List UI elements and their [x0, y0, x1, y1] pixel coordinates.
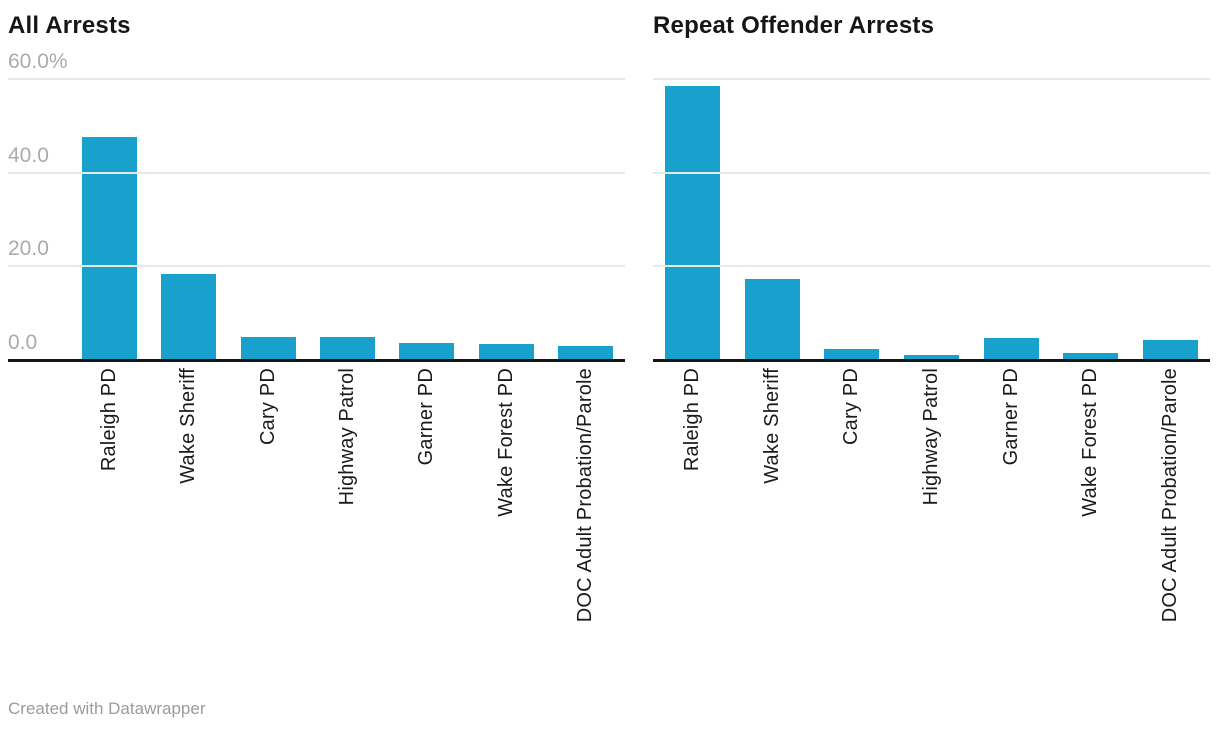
gridline-60 — [653, 78, 1210, 80]
bars-group — [70, 78, 625, 359]
label-column-wake-sheriff: Wake Sheriff — [149, 368, 228, 484]
datawrapper-attribution-link[interactable]: Created with Datawrapper — [8, 699, 206, 718]
label-column-wake-forest-pd: Wake Forest PD — [466, 368, 545, 517]
x-axis-label-wake-forest-pd: Wake Forest PD — [494, 368, 517, 517]
x-axis-label-garner-pd: Garner PD — [415, 368, 438, 466]
bar-garner-pd — [399, 342, 455, 359]
gridline-20 — [8, 265, 625, 268]
y-tick-label-20: 20.0 — [8, 237, 49, 261]
x-axis-label-cary-pd: Cary PD — [840, 368, 863, 445]
label-column-doc-adult-probation-parole: DOC Adult Probation/Parole — [1130, 368, 1210, 622]
chart-title-repeat-offender-arrests: Repeat Offender Arrests — [653, 12, 935, 39]
x-axis-label-wake-sheriff: Wake Sheriff — [177, 368, 200, 484]
bar-column-cary-pd — [812, 348, 892, 359]
gridline-40 — [653, 171, 1210, 174]
x-axis-label-doc-adult-probation-parole: DOC Adult Probation/Parole — [1158, 368, 1181, 623]
bar-column-raleigh-pd — [70, 136, 149, 359]
y-tick-label-0: 0.0 — [8, 331, 38, 354]
label-column-cary-pd: Cary PD — [812, 368, 892, 445]
chart-title-all-arrests: All Arrests — [8, 12, 131, 39]
bar-doc-adult-probation-parole — [1142, 340, 1198, 359]
bar-doc-adult-probation-parole — [557, 346, 613, 359]
bar-raleigh-pd — [82, 136, 138, 359]
x-axis-label-garner-pd: Garner PD — [999, 368, 1022, 466]
plot-area-all-arrests: 60.0% 40.0 20.0 0.0 — [8, 50, 625, 362]
bar-column-highway-patrol — [308, 336, 387, 359]
bar-column-wake-forest-pd — [1051, 353, 1131, 359]
chart-repeat-offender-arrests: Repeat Offender Arrests Raleigh PD Wake S… — [653, 10, 1210, 690]
gridline-20 — [653, 265, 1210, 268]
bar-cary-pd — [824, 348, 880, 359]
bar-wake-sheriff — [161, 274, 217, 359]
label-column-doc-adult-probation-parole: DOC Adult Probation/Parole — [546, 368, 625, 622]
label-column-raleigh-pd: Raleigh PD — [653, 368, 733, 471]
x-axis-label-cary-pd: Cary PD — [256, 368, 279, 445]
bar-column-raleigh-pd — [653, 85, 733, 359]
charts-row: All Arrests 60.0% 40.0 20.0 0.0 Raleigh PD W… — [8, 10, 1210, 690]
bar-highway-patrol — [319, 336, 375, 359]
label-column-garner-pd: Garner PD — [971, 368, 1051, 465]
x-axis-label-raleigh-pd: Raleigh PD — [681, 368, 704, 472]
gridline-60 — [8, 78, 625, 80]
bar-wake-sheriff — [744, 278, 800, 359]
x-axis-label-highway-patrol: Highway Patrol — [920, 368, 943, 506]
label-column-highway-patrol: Highway Patrol — [892, 368, 972, 505]
x-axis-labels: Raleigh PD Wake Sheriff Cary PD Highway Pat… — [653, 362, 1210, 690]
bar-raleigh-pd — [665, 85, 721, 359]
bar-column-wake-forest-pd — [466, 343, 545, 359]
bar-column-cary-pd — [229, 336, 308, 359]
label-column-garner-pd: Garner PD — [387, 368, 466, 465]
bar-wake-forest-pd — [1063, 353, 1119, 359]
bar-column-doc-adult-probation-parole — [1130, 340, 1210, 359]
label-column-cary-pd: Cary PD — [229, 368, 308, 445]
x-axis-label-doc-adult-probation-parole: DOC Adult Probation/Parole — [573, 368, 596, 623]
plot-area-repeat-offender-arrests — [653, 78, 1210, 362]
bar-garner-pd — [983, 337, 1039, 359]
bar-column-wake-sheriff — [733, 278, 813, 359]
bar-wake-forest-pd — [478, 343, 534, 359]
bar-column-highway-patrol — [892, 355, 972, 359]
label-column-wake-sheriff: Wake Sheriff — [733, 368, 813, 484]
bar-highway-patrol — [904, 355, 960, 359]
gridline-40 — [8, 171, 625, 174]
x-axis-label-highway-patrol: Highway Patrol — [335, 368, 358, 506]
bars-group — [653, 78, 1210, 359]
y-tick-label-40: 40.0 — [8, 143, 49, 167]
bar-column-garner-pd — [387, 342, 466, 359]
label-column-highway-patrol: Highway Patrol — [308, 368, 387, 505]
x-axis-labels: Raleigh PD Wake Sheriff Cary PD Highway Pat… — [70, 362, 625, 690]
label-column-raleigh-pd: Raleigh PD — [70, 368, 149, 471]
bar-column-garner-pd — [971, 337, 1051, 359]
bar-column-wake-sheriff — [149, 274, 228, 359]
bar-cary-pd — [240, 336, 296, 359]
y-tick-label-60: 60.0% — [8, 50, 68, 73]
x-axis-label-raleigh-pd: Raleigh PD — [98, 368, 121, 472]
x-axis-label-wake-forest-pd: Wake Forest PD — [1079, 368, 1102, 517]
chart-all-arrests: All Arrests 60.0% 40.0 20.0 0.0 Raleigh PD W… — [8, 10, 625, 690]
bar-column-doc-adult-probation-parole — [546, 346, 625, 359]
x-axis-label-wake-sheriff: Wake Sheriff — [760, 368, 783, 484]
label-column-wake-forest-pd: Wake Forest PD — [1051, 368, 1131, 517]
